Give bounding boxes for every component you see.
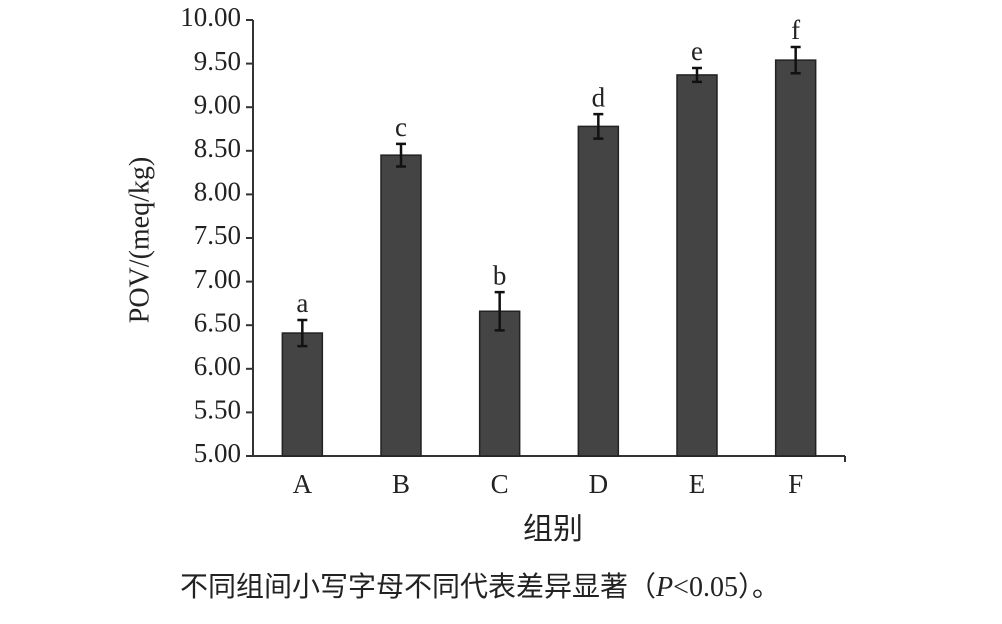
y-tick-label: 6.00 — [194, 351, 241, 381]
x-tick-label: F — [788, 469, 803, 499]
significance-letter: e — [691, 36, 703, 66]
significance-letter: d — [592, 82, 606, 112]
error-bar — [396, 142, 406, 168]
y-tick-label: 7.00 — [194, 264, 241, 294]
error-bar — [494, 290, 505, 332]
y-tick-label: 9.50 — [194, 46, 241, 76]
caption-part: P — [655, 572, 673, 603]
bar — [380, 154, 422, 457]
y-axis-label: POV/(meq/kg) — [124, 157, 155, 323]
significance-letter: f — [791, 15, 800, 45]
x-axis-label: 组别 — [523, 513, 583, 546]
caption-part: 不同组间小写字母不同代表差异显著（ — [180, 571, 656, 603]
caption-part: <0.05）。 — [673, 571, 780, 603]
x-tick-label: B — [392, 469, 410, 499]
bar — [577, 125, 620, 457]
x-tick-label: C — [491, 469, 509, 499]
error-bar — [692, 66, 702, 84]
bar — [478, 310, 521, 457]
significance-letter: b — [493, 260, 507, 290]
bar — [774, 59, 817, 457]
y-tick-label: 8.50 — [194, 133, 241, 163]
significance-letter: c — [395, 112, 407, 142]
significance-letter: a — [296, 288, 308, 318]
error-bar — [297, 318, 308, 348]
x-tick-label: A — [293, 469, 313, 499]
bar — [676, 74, 718, 457]
x-tick-label: E — [689, 469, 706, 499]
error-bar — [593, 112, 604, 140]
bar — [281, 332, 324, 457]
y-tick-label: 10.00 — [180, 2, 241, 32]
y-tick-label: 6.50 — [194, 307, 241, 337]
y-tick-label: 7.50 — [194, 220, 241, 250]
y-tick-label: 5.50 — [194, 395, 241, 425]
y-tick-label: 5.00 — [194, 438, 241, 468]
caption: 不同组间小写字母不同代表差异显著（P<0.05）。 — [180, 571, 780, 603]
y-tick-label: 9.00 — [194, 89, 241, 119]
y-tick-label: 8.00 — [194, 177, 241, 207]
x-tick-label: D — [589, 469, 609, 499]
error-bar — [790, 45, 801, 75]
